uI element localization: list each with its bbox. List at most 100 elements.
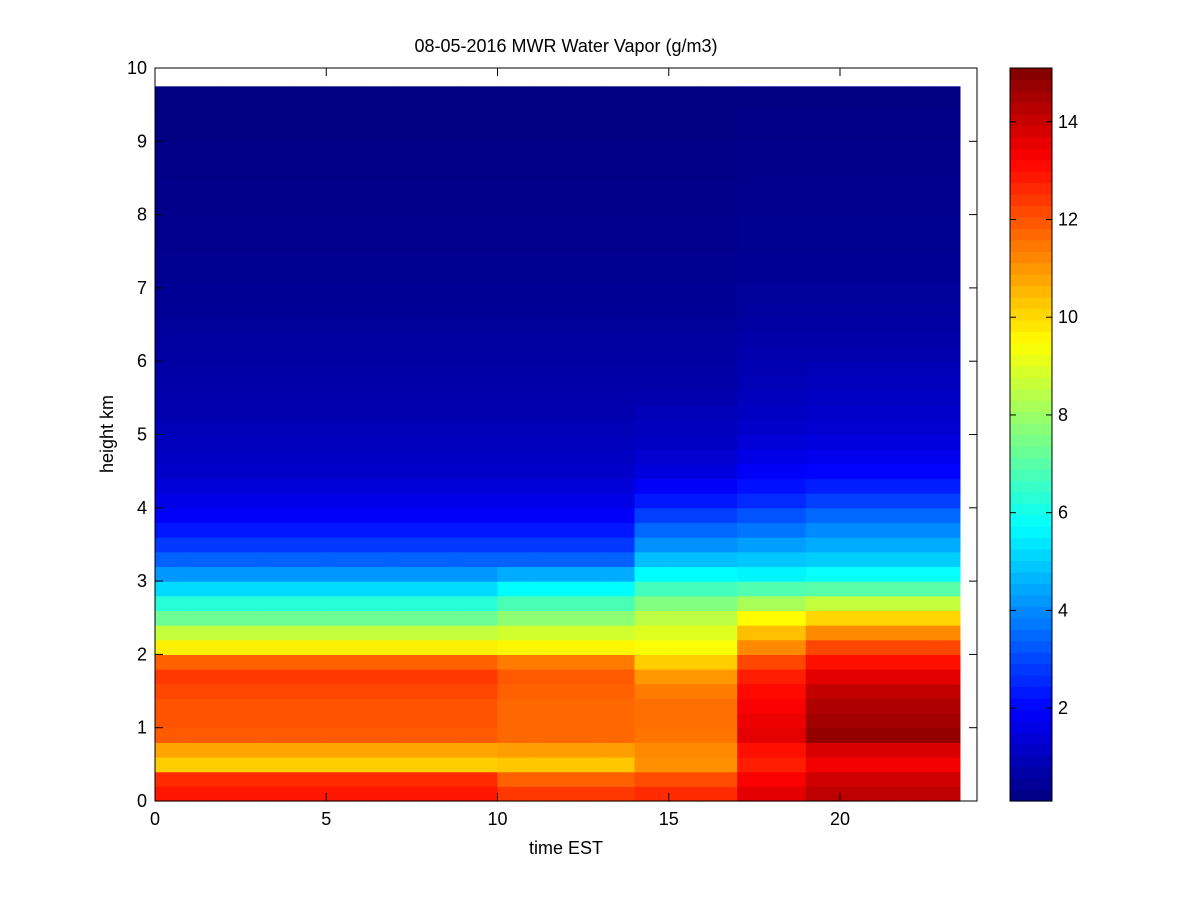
heatmap-cell (360, 108, 396, 142)
heatmap-cell (771, 522, 807, 538)
heatmap-cell (934, 493, 961, 509)
heatmap-cell (189, 463, 225, 480)
heatmap-cell (360, 214, 396, 252)
heatmap-cell (908, 449, 935, 465)
heatmap-cell (566, 507, 601, 524)
heatmap-cell (874, 698, 910, 714)
heatmap-cell (360, 610, 396, 626)
heatmap-cell (394, 683, 430, 699)
heatmap-cell (531, 331, 567, 348)
heatmap-cell (394, 251, 430, 283)
heatmap-cell (840, 331, 875, 348)
heatmap-cell (531, 522, 567, 538)
heatmap-cell (600, 493, 636, 509)
heatmap-cell (257, 361, 293, 377)
heatmap-cell (429, 727, 464, 743)
heatmap-cell (360, 282, 396, 304)
heatmap-cell (394, 507, 430, 524)
colorbar-band (1010, 514, 1052, 527)
heatmap-cell (737, 302, 773, 318)
heatmap-cell (934, 522, 961, 538)
heatmap-cell (703, 405, 738, 421)
heatmap-cell (155, 390, 190, 406)
heatmap-cell (634, 493, 670, 509)
heatmap-cell (326, 669, 362, 685)
heatmap-cell (189, 757, 225, 773)
heatmap-cell (257, 434, 293, 450)
heatmap-cell (805, 317, 841, 333)
heatmap-cell (934, 581, 961, 597)
heatmap-cell (566, 771, 601, 787)
heatmap-cell (805, 786, 841, 802)
heatmap-cell (155, 683, 190, 699)
heatmap-cell (737, 331, 773, 348)
heatmap-cell (189, 595, 225, 612)
heatmap-cell (908, 346, 935, 362)
heatmap-cell (840, 434, 875, 450)
heatmap-cell (634, 507, 670, 524)
heatmap-cell (908, 625, 935, 641)
colorbar-band (1010, 400, 1052, 413)
heatmap-cell (257, 346, 293, 362)
heatmap-cell (805, 331, 841, 348)
heatmap-cell (668, 282, 704, 304)
heatmap-cell (531, 551, 567, 568)
heatmap-cell (634, 683, 670, 699)
heatmap-cell (566, 346, 601, 362)
heatmap-cell (394, 331, 430, 348)
colorbar-band (1010, 113, 1052, 126)
heatmap-cell (326, 214, 362, 252)
heatmap-cell (189, 405, 225, 421)
heatmap-cell (360, 595, 396, 612)
heatmap-cell (600, 463, 636, 480)
heatmap-cell (463, 419, 499, 436)
colorbar-band (1010, 365, 1052, 378)
heatmap-cell (497, 434, 533, 450)
heatmap-cell (257, 449, 293, 465)
heatmap-cell (840, 214, 875, 252)
heatmap-cell (634, 713, 670, 729)
heatmap-cell (497, 595, 533, 612)
heatmap-cell (934, 625, 961, 641)
heatmap-cell (934, 214, 961, 252)
heatmap-cell (737, 522, 773, 538)
heatmap-cell (805, 669, 841, 685)
heatmap-cell (429, 581, 464, 597)
heatmap-cell (429, 346, 464, 362)
heatmap-cell (463, 108, 499, 142)
heatmap-cell (463, 86, 499, 109)
y-tick-label: 3 (137, 571, 147, 591)
colorbar-band (1010, 239, 1052, 252)
heatmap-cell (703, 108, 738, 142)
heatmap-cell (703, 566, 738, 582)
heatmap-cell (223, 478, 259, 494)
heatmap-cell (326, 507, 362, 524)
heatmap-cell (703, 390, 738, 406)
heatmap-cell (668, 639, 704, 655)
colorbar-band (1010, 629, 1052, 642)
heatmap-cell (703, 698, 738, 714)
heatmap-cell (429, 683, 464, 699)
heatmap-cell (394, 177, 430, 216)
heatmap-cell (908, 713, 935, 729)
heatmap-cell (257, 669, 293, 685)
heatmap-cell (531, 375, 567, 392)
heatmap-cell (497, 742, 533, 758)
heatmap-cell (566, 742, 601, 758)
heatmap-cell (668, 317, 704, 333)
heatmap-cell (908, 757, 935, 773)
heatmap-cell (429, 317, 464, 333)
heatmap-cell (497, 108, 533, 142)
heatmap-cell (326, 713, 362, 729)
heatmap-cell (668, 493, 704, 509)
heatmap-cell (429, 493, 464, 509)
heatmap-cell (394, 742, 430, 758)
heatmap-cell (634, 434, 670, 450)
heatmap-cell (908, 478, 935, 494)
heatmap-cell (703, 639, 738, 655)
heatmap-cell (566, 595, 601, 612)
heatmap-cell (840, 742, 875, 758)
heatmap-cell (874, 595, 910, 612)
heatmap-cell (566, 727, 601, 743)
heatmap-cell (463, 610, 499, 626)
